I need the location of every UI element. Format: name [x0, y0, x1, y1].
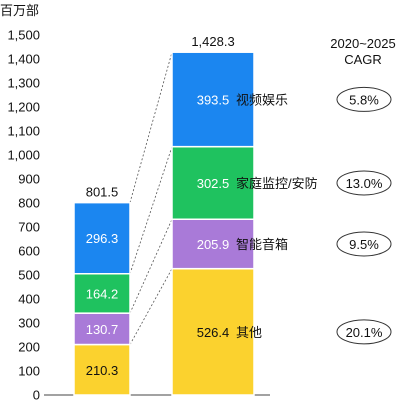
connector-line [129, 52, 173, 203]
y-tick-label: 200 [18, 340, 40, 355]
cagr-value: 20.1% [346, 325, 383, 340]
cagr-value: 5.8% [349, 92, 379, 107]
y-tick-label: 1,000 [7, 148, 40, 163]
cagr-values: 20.1% 9.5% 13.0% 5.8% [336, 86, 392, 345]
y-tick-label: 400 [18, 292, 40, 307]
segment-value-label: 302.5 [197, 176, 230, 191]
bar-totals: 801.5 1,428.3 [86, 34, 235, 199]
cagr-header-line1: 2020~2025 [330, 36, 395, 51]
segment-value-label: 130.7 [86, 322, 119, 337]
y-tick-label: 1,200 [7, 100, 40, 115]
cagr-value: 13.0% [346, 176, 383, 191]
bar-segment [171, 145, 255, 220]
segment-value-label: 210.3 [86, 363, 119, 378]
y-tick-label: 1,500 [7, 28, 40, 43]
series-label: 其他 [236, 325, 262, 340]
cagr-ellipse [336, 86, 392, 112]
y-tick-label: 300 [18, 316, 40, 331]
series-label: 视频娱乐 [236, 92, 288, 107]
bar-segment [73, 201, 131, 275]
series-label: 智能音箱 [236, 237, 288, 252]
y-tick-label: 900 [18, 172, 40, 187]
y-tick-label: 700 [18, 220, 40, 235]
y-tick-label: 800 [18, 196, 40, 211]
y-tick-label: 1,300 [7, 76, 40, 91]
cagr-value: 9.5% [349, 237, 379, 252]
bar-segment [171, 218, 255, 270]
connector-line [129, 146, 173, 274]
cagr-header-line2: CAGR [344, 52, 382, 67]
connector-lines [129, 52, 173, 345]
bar-total-label: 1,428.3 [191, 34, 234, 49]
series-label: 家庭监控/安防 [236, 176, 318, 191]
y-tick-label: 1,100 [7, 124, 40, 139]
cagr-ellipse [336, 231, 392, 257]
y-tick-label: 0 [33, 388, 40, 400]
cagr-ellipse [336, 170, 392, 196]
segment-value-label: 393.5 [197, 92, 230, 107]
y-axis: 0 100 200 300 400 500 600 700 800 900 1,000 1,100 1,… [7, 28, 270, 400]
connector-line [129, 219, 173, 314]
bar-total-label: 801.5 [86, 185, 119, 200]
segment-value-label: 205.9 [197, 237, 230, 252]
segment-value-label: 526.4 [197, 325, 230, 340]
y-tick-label: 100 [18, 364, 40, 379]
cagr-ellipse [336, 319, 392, 345]
segment-value-label: 164.2 [86, 286, 119, 301]
y-tick-label: 600 [18, 244, 40, 259]
segment-value-label: 296.3 [86, 231, 119, 246]
bar-segment [171, 267, 255, 396]
bar-segment [171, 51, 255, 148]
y-unit-label: 百万部 [0, 3, 39, 18]
bar-segment [73, 273, 131, 314]
y-tick-label: 500 [18, 268, 40, 283]
y-tick-label: 1,400 [7, 52, 40, 67]
connector-line [129, 268, 173, 345]
bars: 210.3 526.4 130.7 205.9 164.2 302.5 296.3 393.5 [73, 51, 255, 396]
